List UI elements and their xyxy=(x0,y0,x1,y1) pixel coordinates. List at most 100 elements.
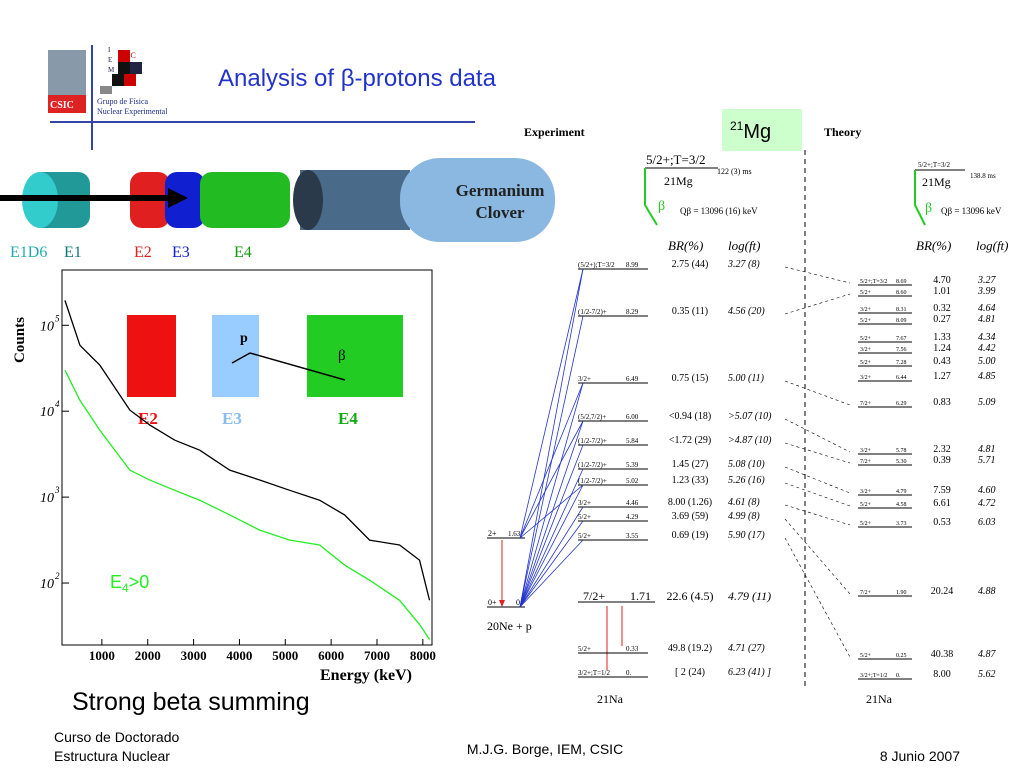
level-energy: 4.29 xyxy=(626,513,639,521)
x-tick-label: 8000 xyxy=(410,648,436,663)
inset-label: E4 xyxy=(338,409,358,428)
logft: 4.56 (20) xyxy=(728,306,765,317)
branching: 0.43 xyxy=(933,356,951,367)
proton-line xyxy=(519,268,584,608)
level-energy: 0. xyxy=(896,673,901,679)
level-spin: 7/2+ xyxy=(860,401,872,407)
logo-square xyxy=(112,74,124,86)
logft: 5.90 (17) xyxy=(728,530,765,541)
logo-square xyxy=(118,50,130,62)
branching: 1.45 (27) xyxy=(672,459,709,470)
logft: 4.81 xyxy=(978,444,996,455)
logft: >4.87 (10) xyxy=(728,435,772,446)
y-tick-label: 10 xyxy=(40,577,54,592)
x-tick-label: 7000 xyxy=(364,648,390,663)
level-spin: 3/2+ xyxy=(860,347,872,353)
level-energy: 7.67 xyxy=(896,336,907,342)
level-spin: 7/2+ xyxy=(860,590,872,596)
branching: 8.00 xyxy=(933,669,951,680)
y-tick-exponent: 5 xyxy=(55,313,60,323)
level-spin: 5/2+ xyxy=(860,318,872,324)
beta-decay xyxy=(644,168,658,226)
branching: 3.69 (59) xyxy=(672,511,709,522)
level-spin: 3/2+ xyxy=(860,489,872,495)
logft: 4.61 (8) xyxy=(728,497,760,508)
logft: 4.71 (27) xyxy=(728,643,765,654)
logo-square xyxy=(100,86,112,94)
logo-text: I xyxy=(108,46,111,54)
logft: 6.03 xyxy=(978,517,996,528)
disk xyxy=(165,172,205,228)
ne-label: 1.63 xyxy=(508,530,521,538)
logft: 4.34 xyxy=(978,332,996,343)
logo-tree xyxy=(48,50,86,95)
beta-decay xyxy=(914,170,926,226)
logo-square xyxy=(124,74,136,86)
branching: 2.32 xyxy=(933,444,951,455)
clover-label: Germanium xyxy=(456,181,545,200)
ne-name: 20Ne + p xyxy=(487,619,532,633)
header: log(ft) xyxy=(728,238,761,253)
level-energy: 5.30 xyxy=(896,459,907,465)
logft: 4.87 xyxy=(978,649,997,660)
level-energy: 4.46 xyxy=(626,499,639,507)
inset-e4 xyxy=(307,315,403,397)
annotation: 4 xyxy=(122,581,129,595)
level-spin: 5/2+ xyxy=(860,653,872,659)
plot-frame xyxy=(61,269,433,646)
inset-label: E3 xyxy=(222,409,242,428)
branching: 0.32 xyxy=(933,303,951,314)
proton-line xyxy=(519,382,584,539)
connector xyxy=(784,482,851,507)
level-spin: (1/2-7/2)+ xyxy=(578,477,607,485)
inset-label: E2 xyxy=(138,409,158,428)
connector xyxy=(784,293,851,315)
x-axis-label: Energy (keV) xyxy=(320,667,412,684)
connector xyxy=(784,418,851,453)
level-spin: 3/2+ xyxy=(860,375,872,381)
level-spin: 5/2+ xyxy=(860,502,872,508)
logo-text: M xyxy=(108,66,115,74)
level-energy: 5.84 xyxy=(626,437,639,445)
logft: 5.00 xyxy=(978,356,996,367)
annotation: >0 xyxy=(129,572,150,592)
footer: 8 Junio 2007 xyxy=(880,748,960,764)
footer: Estructura Nuclear xyxy=(54,748,170,764)
logft: >5.07 (10) xyxy=(728,411,772,422)
level-spin: 3/2+;T=1/2 xyxy=(860,673,887,679)
level-spin: 5/2+ xyxy=(860,290,872,296)
level-energy: 6.00 xyxy=(626,413,639,421)
logo-text: CSIC xyxy=(118,51,136,60)
branching: 0.53 xyxy=(933,517,951,528)
level-spin: 5/2+ xyxy=(578,513,591,521)
proton-line xyxy=(519,268,584,539)
connector xyxy=(784,442,851,464)
parent-spin: 5/2+;T=3/2 xyxy=(646,152,705,167)
level-energy: 8.99 xyxy=(626,261,639,269)
logo-text: CSIC xyxy=(50,100,74,111)
beta: β xyxy=(658,199,665,214)
logft: 5.00 (11) xyxy=(728,373,765,384)
x-tick-label: 1000 xyxy=(89,648,115,663)
level-energy: 7.28 xyxy=(896,360,907,366)
connector xyxy=(784,504,851,526)
ne-label: 0 xyxy=(516,598,520,607)
logft: 5.26 (16) xyxy=(728,475,765,486)
logo-text: E xyxy=(108,56,112,64)
inset-e2 xyxy=(127,315,176,397)
branching: 0.35 (11) xyxy=(672,306,708,317)
proton-line xyxy=(519,420,584,608)
header: BR(%) xyxy=(916,238,951,253)
level-spin: 5/2+ xyxy=(578,645,591,653)
branching: 1.27 xyxy=(933,371,951,382)
level-energy: 3.55 xyxy=(626,532,639,540)
logft: 4.42 xyxy=(978,343,996,354)
detector-label: E1 xyxy=(64,244,82,261)
ne-label: 0+ xyxy=(488,598,497,607)
header: Theory xyxy=(824,125,861,139)
logft: 4.81 xyxy=(978,314,996,325)
level-energy: 0. xyxy=(626,669,632,677)
branching: 1.24 xyxy=(933,343,951,354)
level-energy: 8.29 xyxy=(626,308,639,316)
parent-name: 21Mg xyxy=(922,175,951,189)
